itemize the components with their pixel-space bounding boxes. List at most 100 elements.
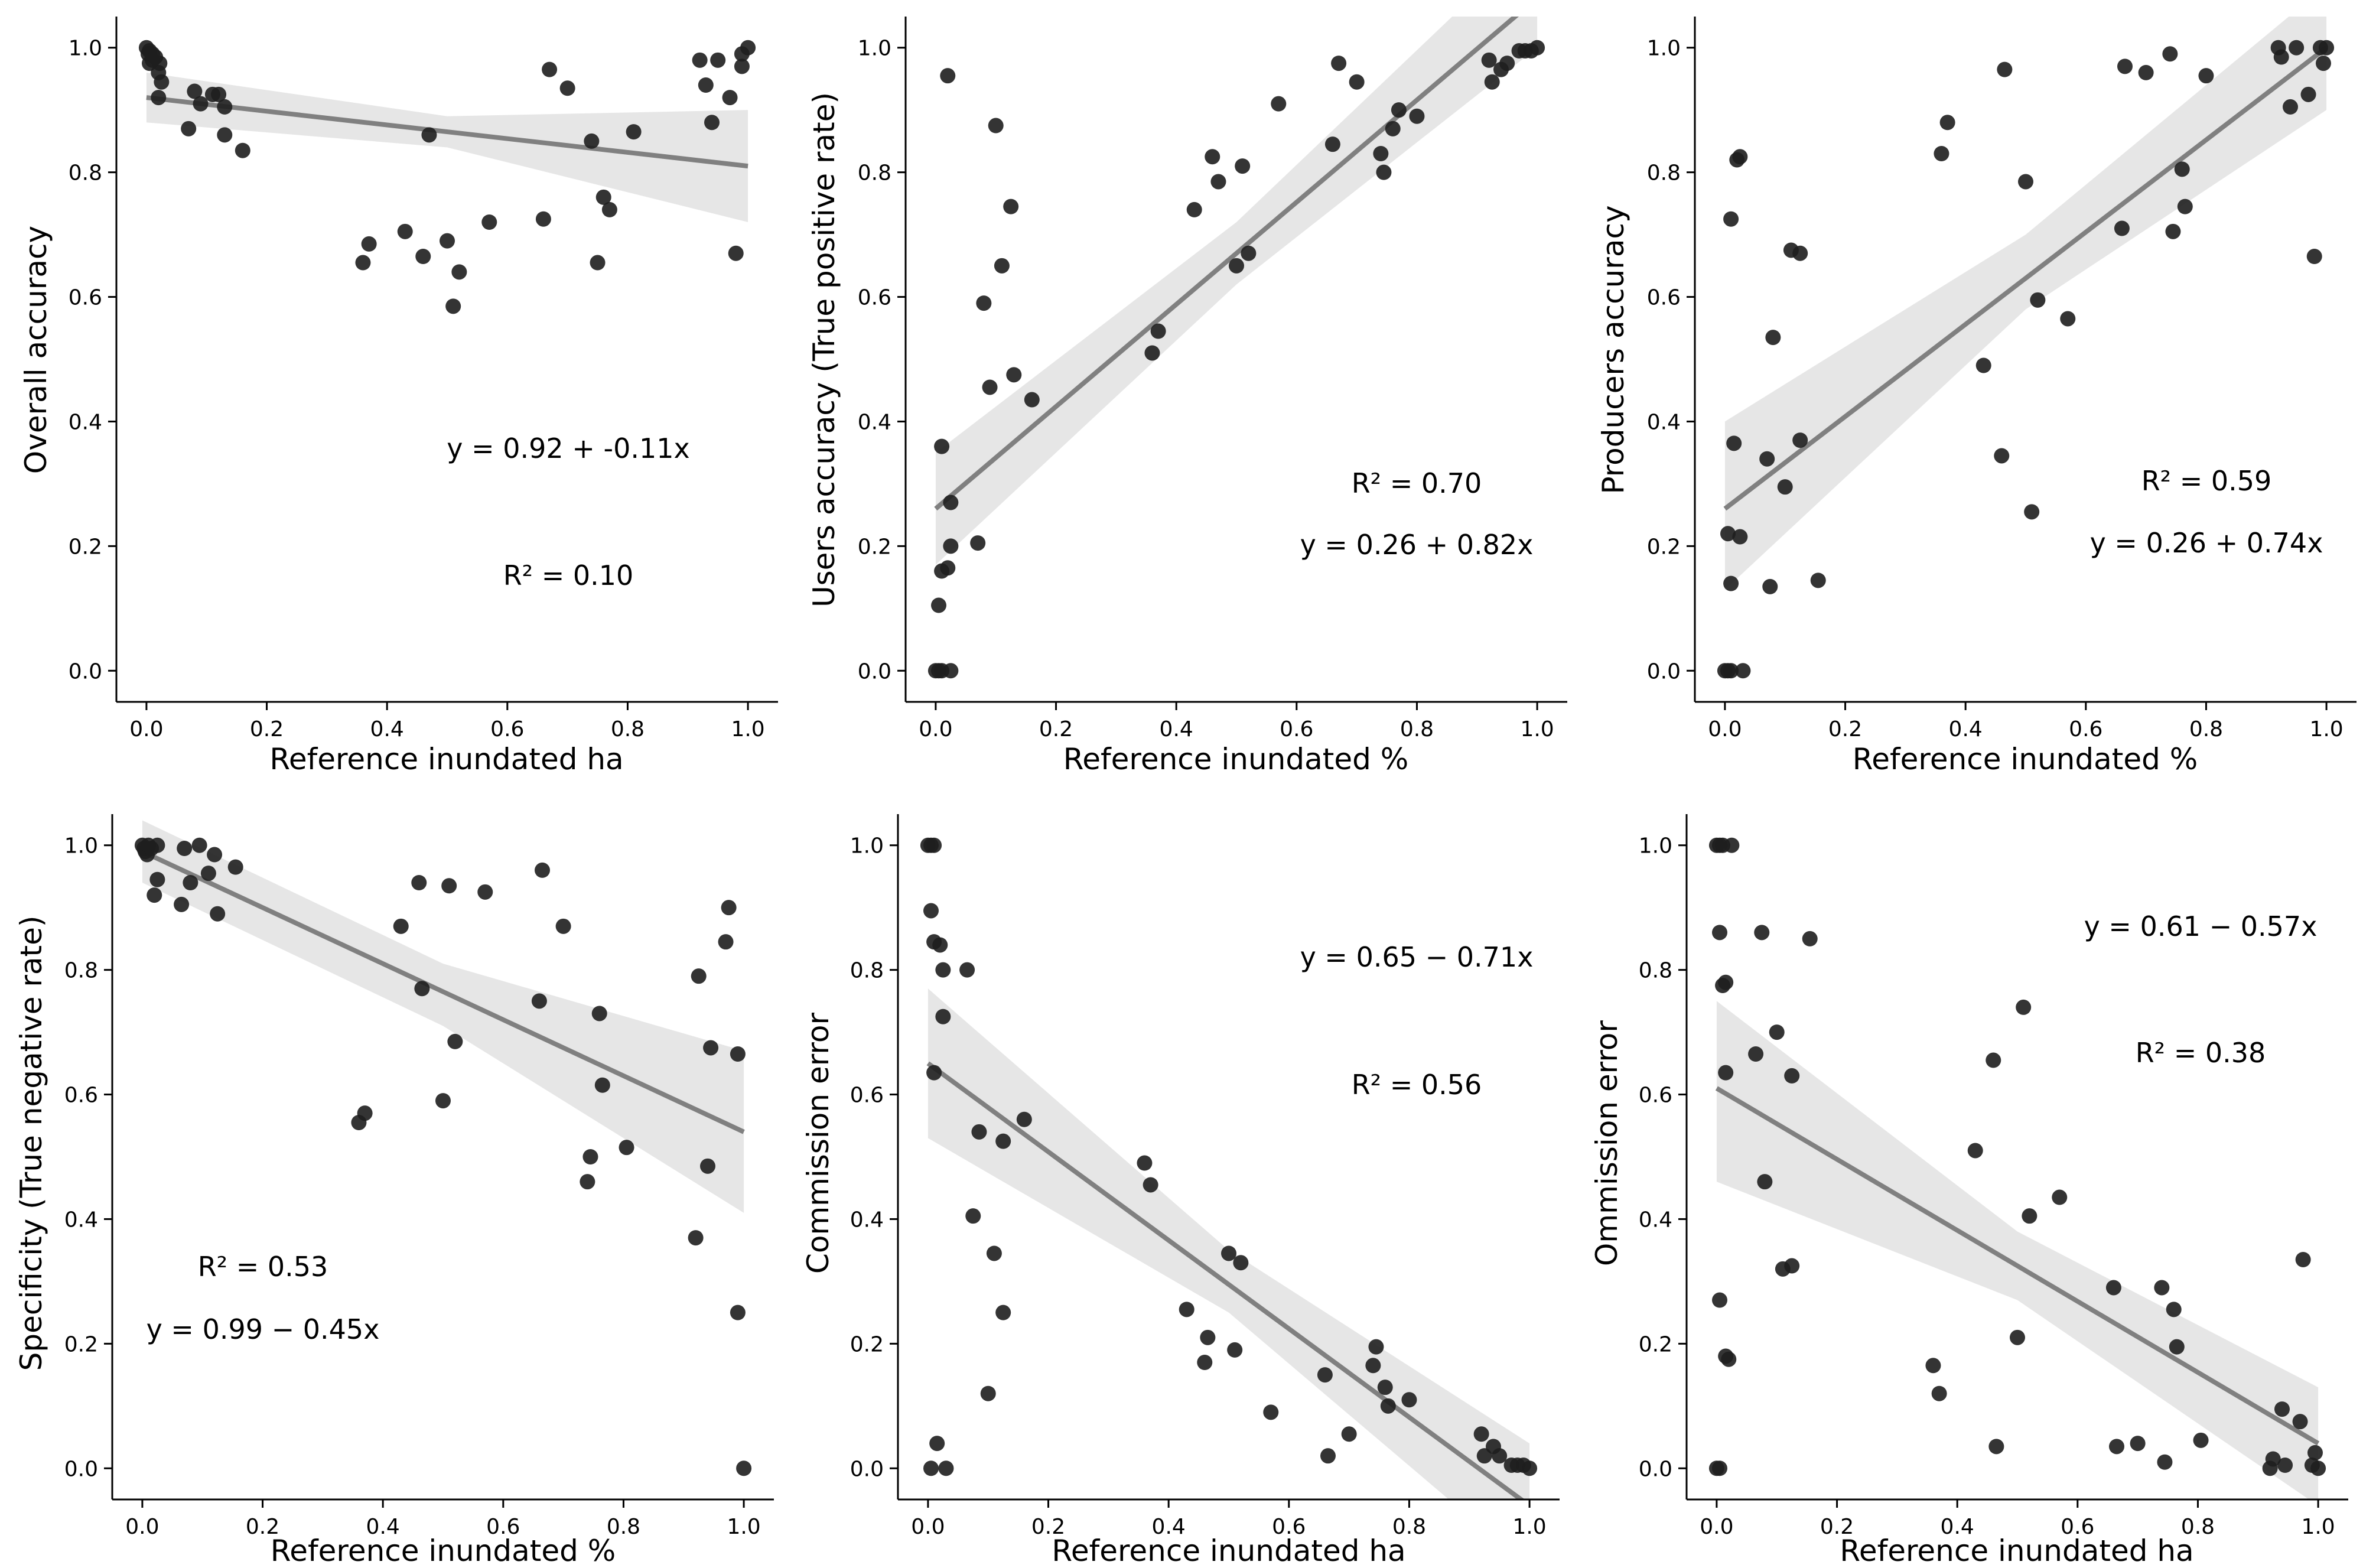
panel-2-users-accuracy: 0.0 0.2 0.4 0.6 0.8 1.0 0.0 0.2 0.4 0.6 0.8 1.0 Ref… [807,17,1567,776]
data-point [1341,1426,1357,1442]
data-point [1792,432,1808,448]
data-point [2060,311,2076,327]
data-point [1748,1046,1764,1062]
data-point [2277,1458,2293,1473]
data-point [1792,245,1808,261]
y-tick-label: 1.0 [69,37,102,61]
ci-band-layer [142,820,744,1213]
data-point [235,142,250,158]
data-point [154,74,170,90]
data-point [1735,663,1751,679]
data-point [730,1305,746,1320]
data-point [2030,292,2046,308]
data-point [1986,1052,2001,1068]
data-point [415,249,431,264]
points-layer [138,40,756,314]
data-point [1802,931,1818,946]
data-point [200,866,216,881]
y-tick-label: 1.0 [858,37,891,61]
data-point [718,934,734,950]
x-tick-label: 0.0 [911,1515,945,1539]
x-tick-label: 0.0 [1708,717,1742,741]
data-point [1016,1111,1032,1127]
data-point [940,560,956,576]
data-point [601,201,617,217]
panel-5-commission-error: 0.0 0.2 0.4 0.6 0.8 1.0 0.0 0.2 0.4 0.6 0.8 1.0 Ref… [801,814,1560,1568]
data-point [2193,1432,2209,1448]
data-point [721,900,737,916]
data-point [2274,1401,2290,1417]
data-point [1150,323,1166,339]
data-point [1522,1460,1538,1476]
x-tick-label: 0.6 [2061,1515,2094,1539]
ci-band-layer [146,72,748,222]
x-tick-label: 1.0 [1520,717,1554,741]
data-point [923,903,939,919]
data-point [193,96,209,112]
data-point [2283,99,2298,115]
y-tick-label: 0.2 [1639,1332,1672,1356]
data-point [986,1245,1002,1261]
x-tick-label: 0.4 [1160,717,1193,741]
confidence-band [146,72,748,222]
fit-line-layer [1715,1086,2320,1446]
y-axis-label: Ommission error [1590,1020,1624,1266]
data-point [2319,40,2335,56]
y-tick-label: 0.0 [858,659,891,684]
x-tick-label: 0.2 [1828,717,1862,741]
data-point [1229,258,1244,274]
data-point [1718,1065,1734,1081]
data-point [2114,220,2130,236]
x-tick-label: 0.4 [1949,717,1983,741]
data-point [988,118,1004,134]
panel-3-producers-accuracy: 0.0 0.2 0.4 0.6 0.8 1.0 0.0 0.2 0.4 0.6 0.8 1.0 Ref… [1596,17,2357,776]
data-point [1712,925,1727,941]
data-point [2295,1252,2311,1267]
data-point [1712,1292,1727,1308]
data-point [1784,1258,1800,1274]
data-point [728,245,744,261]
x-tick-label: 1.0 [2301,1515,2335,1539]
axes-layer: 0.0 0.2 0.4 0.6 0.8 1.0 0.0 0.2 0.4 0.6 0.8 1.0 [858,17,1567,741]
regression-line [141,849,745,1134]
data-point [582,1149,598,1164]
equation-annotation: y = 0.26 + 0.82x [1300,529,1534,561]
data-point [1481,52,1497,68]
data-point [1317,1367,1333,1383]
data-point [1331,56,1347,71]
data-point [619,1140,634,1156]
data-point [1784,1068,1800,1084]
data-point [1723,211,1739,227]
data-point [590,255,606,271]
equation-annotation: y = 0.65 − 0.71x [1300,941,1534,973]
data-point [187,83,203,99]
data-point [1377,1380,1393,1395]
y-tick-label: 0.8 [858,161,891,186]
data-point [943,495,959,510]
points-layer [927,40,1545,679]
data-point [1754,925,1770,941]
data-point [1320,1448,1336,1464]
x-tick-label: 0.6 [486,1515,520,1539]
x-axis-label: Reference inundated % [271,1534,616,1568]
data-point [451,264,467,280]
x-tick-label: 0.8 [607,1515,640,1539]
data-point [1718,974,1734,990]
data-point [943,538,959,554]
ci-band-layer [1716,1001,2319,1499]
data-point [183,875,198,890]
data-point [1765,330,1781,346]
equation-annotation: y = 0.99 − 0.45x [147,1313,380,1345]
data-point [995,1133,1011,1149]
data-point [147,887,162,903]
data-point [535,211,551,227]
data-point [1137,1155,1153,1171]
data-point [2289,40,2305,56]
data-point [1349,74,1365,90]
y-tick-label: 1.0 [850,834,884,858]
data-point [2016,999,2032,1015]
data-point [1241,245,1257,261]
data-point [591,1006,607,1022]
y-tick-label: 0.4 [64,1208,98,1232]
data-point [2300,86,2316,102]
